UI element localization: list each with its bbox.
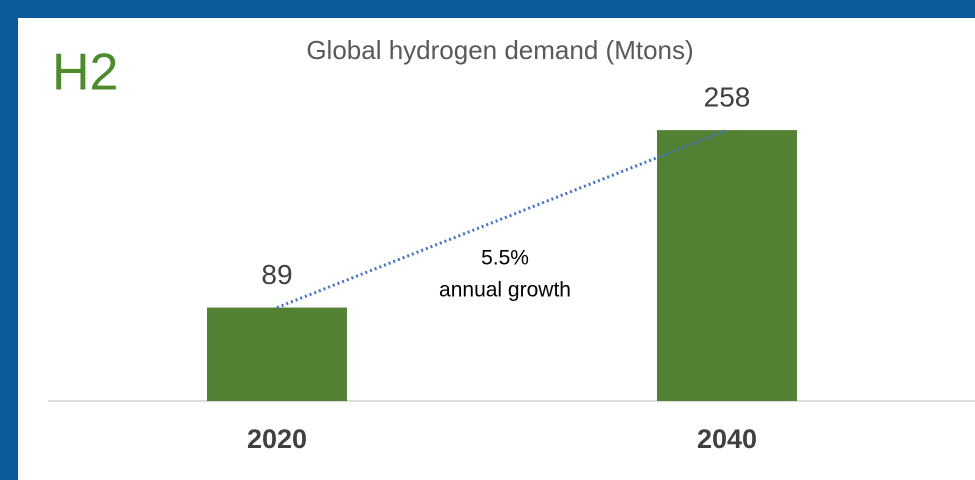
bar <box>657 130 797 401</box>
value-label: 258 <box>704 81 751 112</box>
badge: H2 <box>52 44 118 102</box>
panel <box>18 18 975 480</box>
annotation: annual growth <box>439 279 571 302</box>
chart-title: Global hydrogen demand (Mtons) <box>306 35 693 65</box>
bar <box>207 307 347 401</box>
annotation: 5.5% <box>481 247 529 270</box>
x-tick-label: 2040 <box>697 424 757 454</box>
x-tick-label: 2020 <box>247 424 307 454</box>
trend-line <box>276 128 728 309</box>
value-label: 89 <box>261 259 292 290</box>
